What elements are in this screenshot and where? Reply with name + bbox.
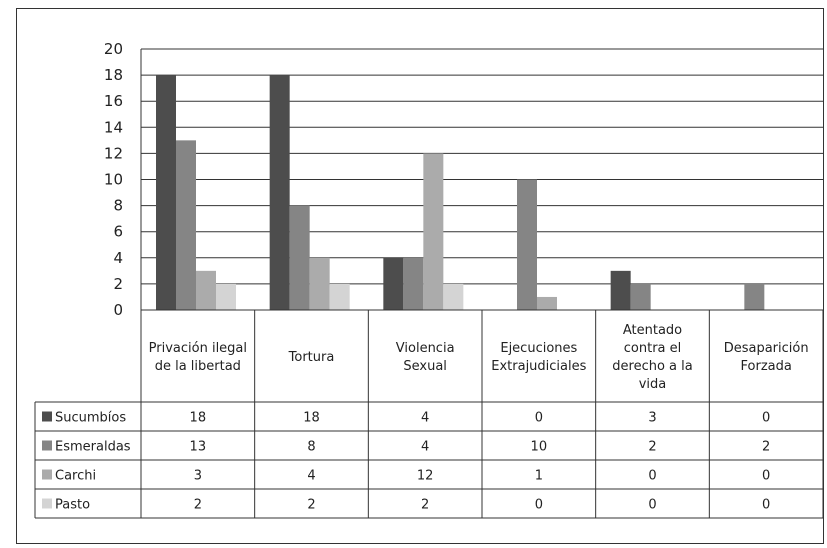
data-table-value: 2 — [307, 498, 315, 513]
y-tick-label: 10 — [104, 171, 123, 189]
category-label: derecho a la — [612, 359, 692, 374]
category-label: Extrajudiciales — [491, 359, 586, 374]
bar-esmeraldas — [176, 140, 196, 310]
data-table-value: 8 — [307, 440, 315, 455]
category-label: Ejecuciones — [500, 341, 577, 356]
bar-esmeraldas — [517, 179, 537, 310]
bar-esmeraldas — [744, 283, 765, 310]
data-table-value: 0 — [762, 498, 770, 513]
bar-carchi — [309, 257, 330, 310]
bar-pasto — [329, 283, 350, 310]
category-label: vida — [639, 377, 667, 392]
data-table-value: 18 — [190, 411, 207, 426]
y-tick-label: 2 — [113, 275, 123, 293]
category-label: Forzada — [741, 359, 792, 374]
category-label: Desaparición — [724, 341, 809, 356]
data-table-value: 0 — [648, 498, 656, 513]
data-table-value: 3 — [194, 469, 202, 484]
data-table-value: 10 — [531, 440, 548, 455]
bar-esmeraldas — [630, 283, 651, 310]
bar-sucumbíos — [269, 75, 290, 310]
data-table-value: 3 — [648, 411, 656, 426]
bar-sucumbíos — [610, 270, 631, 310]
category-label: Privación ilegal — [149, 341, 247, 356]
data-table-value: 4 — [421, 411, 429, 426]
y-tick-label: 14 — [104, 118, 123, 136]
bar-carchi — [196, 270, 216, 310]
data-table-value: 12 — [417, 469, 434, 484]
bar-sucumbíos — [383, 257, 404, 310]
chart-frame — [16, 8, 824, 544]
data-table-value: 18 — [303, 411, 320, 426]
y-tick-label: 12 — [104, 144, 123, 162]
bar-sucumbíos — [156, 75, 176, 310]
y-tick-label: 4 — [113, 249, 123, 267]
y-tick-label: 6 — [113, 223, 123, 241]
legend-swatch-carchi — [42, 469, 52, 480]
data-table-value: 0 — [648, 469, 656, 484]
data-table-value: 4 — [421, 440, 429, 455]
category-label: Atentado — [623, 323, 682, 338]
data-table-value: 2 — [762, 440, 770, 455]
data-table-value: 13 — [190, 440, 207, 455]
bar-esmeraldas — [289, 205, 310, 310]
data-table-value: 2 — [194, 498, 202, 513]
category-label: contra el — [624, 341, 682, 356]
data-table-value: 2 — [648, 440, 656, 455]
bar-esmeraldas — [403, 257, 424, 310]
category-label: de la libertad — [155, 359, 241, 374]
legend-label: Sucumbíos — [55, 411, 126, 426]
legend-label: Esmeraldas — [55, 440, 131, 455]
legend-label: Pasto — [55, 498, 90, 513]
data-table-value: 0 — [762, 411, 770, 426]
y-tick-label: 18 — [104, 66, 123, 84]
category-label: Tortura — [288, 350, 335, 365]
bar-carchi — [537, 296, 557, 310]
data-table-value: 4 — [307, 469, 315, 484]
category-label: Sexual — [403, 359, 447, 374]
data-table-value: 1 — [535, 469, 543, 484]
legend-swatch-sucumbíos — [42, 411, 52, 422]
y-tick-label: 16 — [104, 92, 123, 110]
legend-swatch-esmeraldas — [42, 440, 52, 451]
y-tick-label: 20 — [104, 40, 123, 58]
legend-label: Carchi — [55, 469, 96, 484]
data-table-value: 2 — [421, 498, 429, 513]
bar-pasto — [216, 283, 236, 310]
y-tick-label: 8 — [113, 197, 123, 215]
data-table-value: 0 — [535, 411, 543, 426]
data-table-value: 0 — [762, 469, 770, 484]
data-table-value: 0 — [535, 498, 543, 513]
bar-carchi — [423, 153, 444, 310]
bar-pasto — [443, 283, 464, 310]
category-label: Violencia — [396, 341, 455, 356]
legend-swatch-pasto — [42, 498, 52, 509]
y-tick-label: 0 — [113, 301, 123, 319]
